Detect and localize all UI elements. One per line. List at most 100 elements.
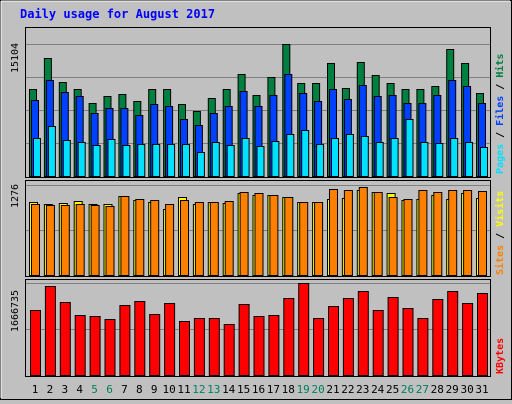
x-tick-label: 20 (311, 383, 324, 396)
kbytes-bar (283, 298, 295, 376)
pages-bar (256, 146, 265, 177)
sites-bar (269, 195, 279, 276)
x-tick-label: 7 (121, 383, 128, 396)
x-tick-label: 12 (192, 383, 205, 396)
kbytes-bar (74, 315, 86, 376)
pages-bar (167, 144, 176, 177)
x-tick-label: 9 (151, 383, 158, 396)
x-tick-label: 26 (401, 383, 414, 396)
pages-bar (226, 145, 235, 177)
kbytes-bar (298, 283, 310, 376)
kbytes-bar (208, 318, 220, 376)
kbytes-bar (372, 310, 384, 376)
sites-bar (194, 202, 204, 276)
sites-bar (60, 205, 70, 276)
kbytes-bar (164, 303, 176, 376)
x-tick-label: 4 (76, 383, 83, 396)
x-tick-label: 19 (297, 383, 310, 396)
visits-ymax-label: 1276 (10, 184, 21, 208)
pages-bar (375, 142, 384, 177)
pages-bar (122, 145, 131, 177)
pages-bar (182, 144, 190, 177)
legend-visits: Visits (494, 191, 506, 227)
pages-bar (360, 136, 369, 177)
visits-panel-legend: Sites / Visits (494, 191, 506, 275)
x-tick-label: 15 (237, 383, 250, 396)
pages-bar (331, 138, 339, 177)
kbytes-bar (357, 291, 369, 376)
x-tick-label: 22 (341, 383, 354, 396)
x-tick-label: 5 (91, 383, 98, 396)
sites-bar (135, 199, 145, 276)
sites-bar (105, 206, 115, 276)
kbytes-bar (59, 302, 71, 376)
sites-bar (329, 189, 338, 276)
kbytes-bar (268, 315, 280, 376)
sites-bar (224, 201, 234, 276)
legend-kbytes: KBytes (495, 338, 506, 374)
sites-bar (45, 205, 55, 276)
sites-bar (90, 205, 100, 276)
legend-hits: Hits (494, 54, 506, 78)
sites-bar (478, 191, 487, 276)
x-tick-label: 3 (61, 383, 68, 396)
x-tick-label: 14 (222, 383, 236, 396)
hits-ymax-label: 15104 (10, 43, 21, 73)
kbytes-bar (119, 305, 131, 376)
pages-bar (301, 130, 310, 177)
kbytes-bar (387, 297, 399, 376)
x-tick-label: 13 (207, 383, 220, 396)
x-tick-label: 17 (267, 383, 280, 396)
sites-bar (373, 192, 383, 276)
legend-sites: Sites (494, 245, 506, 275)
x-tick-label: 29 (446, 383, 459, 396)
kbytes-bar (313, 318, 325, 376)
hits-panel-legend: Pages / Files / Hits (494, 54, 506, 174)
pages-bar (62, 140, 71, 177)
pages-bar (435, 143, 444, 177)
pages-bar (241, 138, 250, 177)
sites-bar (180, 200, 189, 276)
sites-bar (314, 202, 324, 276)
x-tick-label: 1 (32, 383, 39, 396)
x-tick-labels: 1 2 3 4 5 6 7 8 9 10 11 12 13 14 15 16 17 18 19 20 21 22 23 24 2… (32, 383, 489, 396)
sites-bar (448, 190, 458, 276)
pages-bar (345, 134, 354, 177)
kbytes-bar (253, 316, 265, 376)
sites-bar (418, 190, 428, 276)
kbytes-bar (342, 298, 354, 376)
pages-bar (47, 126, 56, 177)
pages-bar (92, 145, 101, 177)
sites-bar (31, 204, 40, 276)
sites-bar (358, 187, 368, 276)
x-tick-label: 25 (386, 383, 399, 396)
kbytes-bar (432, 299, 444, 376)
kbytes-bar (104, 319, 116, 376)
x-tick-label: 23 (356, 383, 369, 396)
pages-bar (316, 144, 325, 177)
kbytes-bar (89, 316, 101, 376)
x-tick-label: 18 (282, 383, 295, 396)
legend-pages: Pages (495, 144, 506, 174)
kbytes-bar (462, 303, 474, 376)
pages-bar (196, 152, 205, 177)
kbytes-bar (193, 318, 205, 376)
pages-bar (77, 142, 86, 177)
kbytes-bar (328, 306, 339, 376)
sites-bar (239, 192, 249, 276)
kbytes-bar (149, 314, 161, 376)
pages-bar (405, 119, 414, 177)
x-tick-label: 11 (177, 383, 190, 396)
kbytes-bar (417, 318, 429, 376)
pages-bar (33, 138, 41, 177)
kbytes-bar (477, 293, 488, 376)
kbytes-bar (447, 291, 459, 376)
sites-bar (463, 190, 473, 276)
x-tick-label: 2 (47, 383, 54, 396)
pages-bar (271, 141, 280, 177)
sites-bar (165, 204, 175, 276)
kbytes-bar (402, 308, 414, 376)
chart-title: Daily usage for August 2017 (20, 7, 215, 21)
